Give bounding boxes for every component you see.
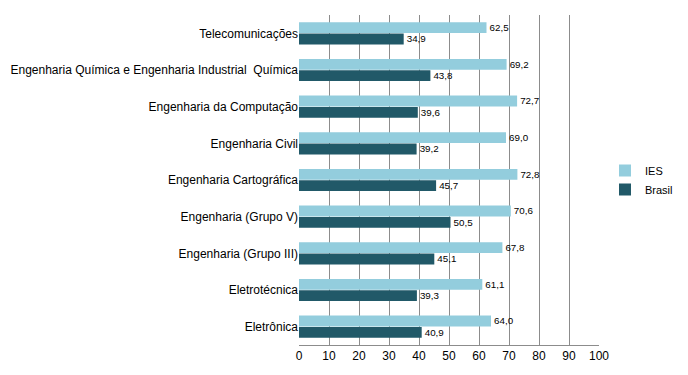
svg-text:34,9: 34,9 [407,33,426,44]
svg-text:50: 50 [442,349,456,363]
svg-text:69,2: 69,2 [510,59,529,70]
svg-text:70,6: 70,6 [514,205,534,216]
svg-text:20: 20 [352,349,366,363]
svg-text:Engenharia Química e Engenhari: Engenharia Química e Engenharia Industri… [11,63,299,77]
svg-text:90: 90 [562,349,576,363]
svg-text:80: 80 [532,349,546,363]
svg-text:Brasil: Brasil [645,184,673,196]
svg-text:Eletrônica: Eletrônica [245,320,299,334]
svg-text:0: 0 [296,349,303,363]
svg-text:Telecomunicações: Telecomunicações [199,27,298,41]
svg-text:10: 10 [322,349,336,363]
svg-text:39,3: 39,3 [420,290,440,301]
svg-text:Engenharia Cartográfica: Engenharia Cartográfica [168,173,298,187]
svg-text:Engenharia Civil: Engenharia Civil [211,137,298,151]
svg-text:30: 30 [382,349,396,363]
svg-text:100: 100 [589,349,609,363]
svg-text:45,1: 45,1 [437,253,456,264]
svg-text:39,6: 39,6 [421,107,441,118]
svg-text:50,5: 50,5 [454,217,474,228]
svg-text:39,2: 39,2 [420,143,439,154]
svg-text:Engenharia (Grupo V): Engenharia (Grupo V) [181,210,298,224]
svg-text:40: 40 [412,349,426,363]
svg-text:67,8: 67,8 [505,242,525,253]
svg-text:70: 70 [502,349,516,363]
svg-text:45,7: 45,7 [439,180,458,191]
svg-text:64,0: 64,0 [494,315,514,326]
svg-text:Engenharia (Grupo III): Engenharia (Grupo III) [179,247,298,261]
svg-text:IES: IES [645,165,663,177]
svg-text:43,8: 43,8 [433,70,453,81]
svg-text:Engenharia da Computação: Engenharia da Computação [149,100,299,114]
svg-text:62,5: 62,5 [490,22,510,33]
svg-text:72,7: 72,7 [520,95,539,106]
svg-text:40,9: 40,9 [425,327,444,338]
svg-text:69,0: 69,0 [509,132,529,143]
svg-text:60: 60 [472,349,486,363]
svg-text:61,1: 61,1 [485,279,504,290]
svg-text:Eletrotécnica: Eletrotécnica [229,283,299,297]
svg-text:72,8: 72,8 [520,169,540,180]
